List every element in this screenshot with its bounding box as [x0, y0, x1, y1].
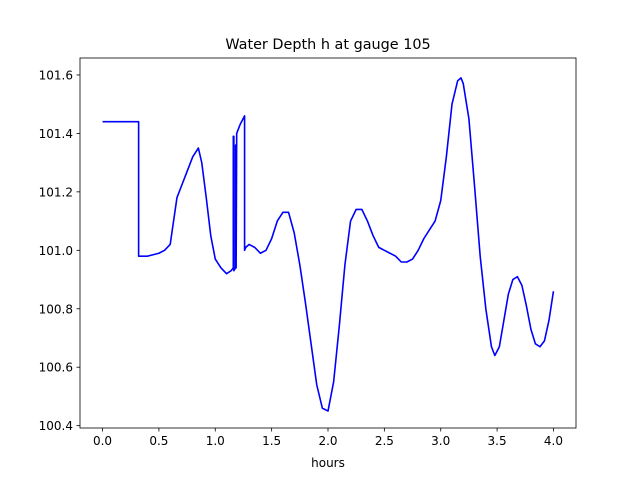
y-tick-label: 100.4 [39, 419, 73, 433]
x-tick-label: 3.0 [431, 434, 450, 448]
plot-area [80, 58, 576, 428]
x-tick-label: 0.5 [149, 434, 168, 448]
chart-title: Water Depth h at gauge 105 [225, 37, 430, 53]
y-tick-label: 101.4 [39, 127, 73, 141]
x-tick-label: 1.5 [262, 434, 281, 448]
y-axis: 100.4 100.6 100.8 101.0 101.2 101.4 101.6 [39, 68, 80, 433]
y-tick-label: 101.0 [39, 244, 73, 258]
x-tick-label: 0.0 [93, 434, 112, 448]
x-axis-label: hours [311, 456, 345, 470]
x-tick-label: 1.0 [206, 434, 225, 448]
x-tick-label: 3.5 [488, 434, 507, 448]
y-tick-label: 100.8 [39, 302, 73, 316]
y-tick-label: 101.2 [39, 185, 73, 199]
series-line [102, 77, 555, 412]
y-tick-label: 100.6 [39, 361, 73, 375]
x-tick-label: 2.0 [318, 434, 337, 448]
x-tick-label: 4.0 [544, 434, 563, 448]
y-tick-label: 101.6 [39, 68, 73, 82]
x-axis: 0.0 0.5 1.0 1.5 2.0 2.5 3.0 3.5 4.0 [93, 428, 563, 448]
series-layer [102, 77, 555, 412]
x-tick-label: 2.5 [375, 434, 394, 448]
